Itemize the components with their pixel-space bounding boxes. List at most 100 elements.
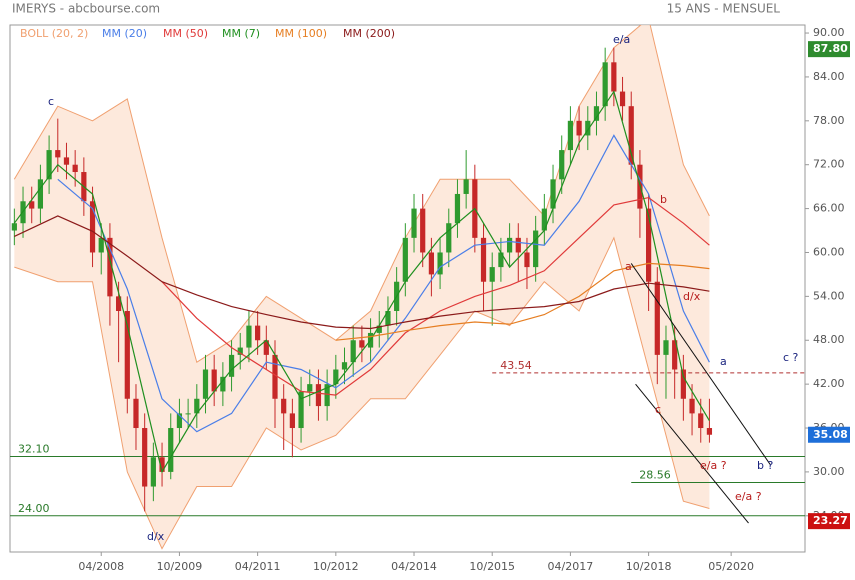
candle-body (37, 179, 44, 209)
x-tick-label: 05/2020 (708, 560, 754, 573)
candle-body (689, 398, 695, 414)
y-tick-label: 54.00 (813, 289, 845, 302)
candle-body (350, 340, 356, 363)
candle-body (89, 201, 96, 253)
candle-body (498, 252, 504, 268)
candle-body (159, 457, 165, 472)
x-tick-label: 04/2008 (78, 560, 124, 573)
level-label: 28.56 (639, 468, 671, 481)
candle-body (506, 237, 513, 253)
candle-body (307, 384, 313, 392)
candle-body (98, 237, 104, 253)
candle-body (272, 354, 278, 399)
candle-body (585, 120, 591, 136)
candle-body (29, 201, 35, 209)
moving-average (14, 215, 710, 330)
level-label: 32.10 (18, 443, 50, 456)
y-tick-label: 72.00 (813, 158, 845, 171)
y-tick-label: 42.00 (813, 377, 845, 390)
x-tick-label: 04/2014 (391, 560, 437, 573)
candle-body (628, 106, 634, 165)
candle-body (446, 223, 452, 253)
candle-body (281, 398, 287, 414)
candle-body (185, 413, 191, 415)
candle-body (107, 237, 113, 297)
price-tag (808, 41, 850, 58)
candle-body (515, 237, 521, 253)
candle-body (680, 369, 686, 399)
candle-body (602, 62, 608, 107)
legend-entry: MM (100) (275, 27, 327, 40)
candle-body (324, 384, 330, 407)
candle-body (255, 325, 261, 341)
trend-line (635, 383, 749, 524)
x-tick-label: 10/2012 (313, 560, 359, 573)
candle-body (359, 340, 365, 348)
annotation: c (655, 403, 661, 416)
candle-body (411, 208, 417, 238)
candle-body (619, 91, 626, 107)
candle-body (611, 62, 617, 92)
candle-body (550, 179, 556, 209)
candle-body (672, 340, 678, 370)
candle-body (237, 347, 243, 355)
annotation: e/a (613, 33, 630, 46)
bollinger-lower (14, 236, 710, 550)
candle-body (116, 296, 122, 311)
candle-body (46, 150, 52, 180)
level-label: 24.00 (18, 502, 50, 515)
annotation: c ? (783, 351, 799, 364)
candle-body (211, 369, 217, 392)
annotation: e/a ? (700, 459, 727, 472)
candle-body (333, 369, 339, 385)
legend-entry: BOLL (20, 2) (20, 27, 88, 40)
annotation: d/x (147, 530, 165, 543)
candle-body (298, 391, 304, 429)
candle-body (168, 428, 174, 472)
candle-body (142, 428, 148, 487)
candle-body (559, 150, 565, 180)
annotation: e/a ? (735, 490, 762, 503)
candle-body (646, 208, 652, 282)
y-tick-label: 66.00 (813, 202, 845, 215)
candle-body (428, 252, 434, 275)
candle-body (63, 157, 70, 165)
candle-body (437, 252, 443, 275)
bollinger-upper (13, 25, 710, 363)
candle-body (246, 325, 252, 348)
candle-body (698, 413, 704, 429)
candle-body (593, 106, 600, 121)
candle-body (228, 354, 235, 377)
y-tick-label: 78.00 (813, 114, 845, 127)
annotation: b ? (757, 459, 773, 472)
y-tick-label: 84.00 (813, 70, 845, 83)
level-label: 43.54 (500, 359, 532, 372)
candle-body (55, 150, 61, 158)
price-tag-label: 23.27 (813, 514, 848, 527)
candle-body (194, 398, 200, 414)
price-tag (808, 513, 850, 530)
moving-average (13, 90, 710, 474)
candle-body (576, 120, 582, 136)
x-tick-label: 10/2015 (469, 560, 515, 573)
candle-body (480, 237, 487, 282)
moving-average (161, 196, 710, 396)
candle-body (663, 340, 669, 355)
candle-body (376, 325, 382, 333)
annotation: a (720, 355, 727, 368)
candle-body (263, 340, 269, 355)
candle-body (202, 369, 209, 399)
candle-body (289, 413, 295, 429)
y-tick-label: 90.00 (813, 26, 845, 39)
x-tick-label: 04/2011 (235, 560, 281, 573)
candle-body (385, 310, 391, 326)
annotation: d/x (683, 290, 701, 303)
candle-body (420, 208, 426, 253)
x-tick-label: 10/2018 (626, 560, 672, 573)
chart-subtitle: 15 ANS - MENSUEL (667, 2, 781, 16)
y-tick-label: 48.00 (813, 333, 845, 346)
y-tick-label: 60.00 (813, 245, 845, 258)
legend-entry: MM (200) (343, 27, 395, 40)
candle-body (150, 457, 156, 487)
